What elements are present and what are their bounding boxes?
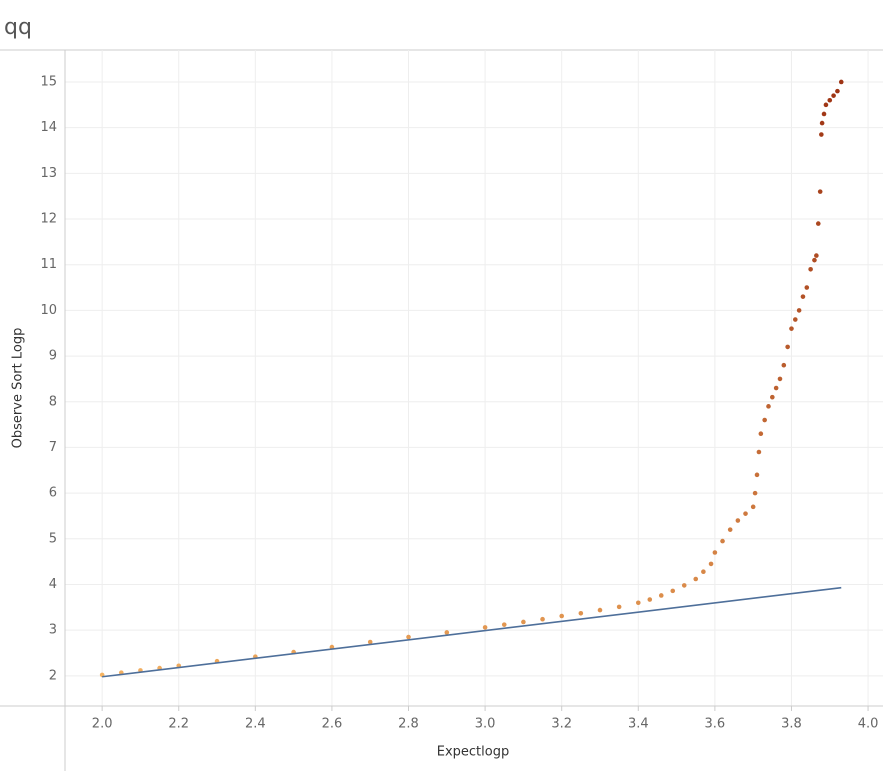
y-tick-label: 9 — [49, 349, 57, 364]
point — [835, 88, 840, 94]
y-tick-label: 11 — [40, 257, 57, 272]
x-tick-label: 2.2 — [168, 717, 189, 732]
point — [367, 639, 373, 645]
point — [727, 527, 733, 532]
point — [701, 569, 706, 574]
x-tick-label: 3.2 — [551, 717, 572, 732]
point — [821, 111, 827, 117]
point — [501, 622, 507, 627]
y-tick-label: 2 — [49, 668, 57, 683]
point — [754, 472, 760, 478]
y-tick-label: 15 — [40, 74, 57, 89]
point — [540, 616, 545, 622]
point — [720, 538, 725, 544]
point — [819, 120, 825, 126]
point — [750, 504, 756, 510]
point — [635, 600, 641, 606]
point — [406, 634, 411, 640]
x-tick-label: 2.6 — [322, 717, 343, 732]
point — [708, 561, 714, 567]
point — [819, 132, 824, 137]
y-tick-label: 4 — [49, 577, 57, 592]
point — [482, 625, 488, 630]
x-tick-label: 4.0 — [858, 717, 879, 732]
point — [578, 610, 584, 616]
y-tick-label: 5 — [49, 531, 57, 546]
point — [823, 102, 829, 108]
point — [616, 604, 622, 610]
y-tick-label: 12 — [40, 212, 57, 227]
y-tick-label: 13 — [40, 166, 57, 181]
point — [444, 630, 450, 635]
point — [817, 189, 823, 194]
point — [735, 518, 741, 523]
point — [647, 597, 653, 602]
point — [800, 294, 806, 299]
x-tick-label: 2.8 — [398, 717, 419, 732]
point — [831, 93, 836, 98]
chart-title: qq — [4, 15, 32, 40]
x-axis-title: Expectlogp — [437, 745, 509, 760]
point — [814, 253, 819, 258]
point — [597, 607, 603, 613]
point — [521, 619, 526, 625]
y-tick-label: 3 — [49, 623, 57, 638]
point — [789, 326, 794, 331]
point — [658, 593, 664, 598]
point — [812, 257, 817, 263]
point — [796, 308, 802, 313]
point — [681, 583, 687, 588]
x-tick-label: 2.4 — [245, 717, 266, 732]
point — [756, 449, 762, 455]
point — [762, 417, 767, 423]
point — [752, 490, 758, 496]
point — [712, 550, 718, 555]
point — [838, 79, 844, 85]
y-tick-label: 10 — [40, 303, 57, 318]
y-tick-label: 6 — [49, 486, 57, 501]
x-tick-label: 3.6 — [705, 717, 726, 732]
point — [827, 97, 833, 103]
point — [559, 613, 564, 619]
point — [793, 317, 798, 322]
point — [743, 511, 748, 516]
point — [804, 285, 810, 290]
point — [670, 588, 676, 594]
point — [773, 385, 779, 391]
y-tick-label: 14 — [40, 120, 57, 135]
point — [815, 221, 821, 226]
grid — [65, 50, 883, 706]
point — [758, 431, 764, 437]
point — [781, 362, 787, 368]
x-tick-label: 3.4 — [628, 717, 649, 732]
x-tick-label: 2.0 — [92, 717, 113, 732]
x-tick-label: 3.0 — [475, 717, 496, 732]
x-tick-label: 3.8 — [781, 717, 802, 732]
y-axis-title: Observe Sort Logp — [11, 328, 26, 449]
point — [777, 376, 783, 382]
y-tick-label: 7 — [49, 440, 57, 455]
reference-line — [102, 586, 842, 678]
point — [770, 394, 775, 400]
point — [808, 266, 813, 272]
point — [693, 576, 699, 582]
point — [785, 344, 790, 350]
y-tick-label: 8 — [49, 394, 57, 409]
point — [766, 404, 771, 409]
